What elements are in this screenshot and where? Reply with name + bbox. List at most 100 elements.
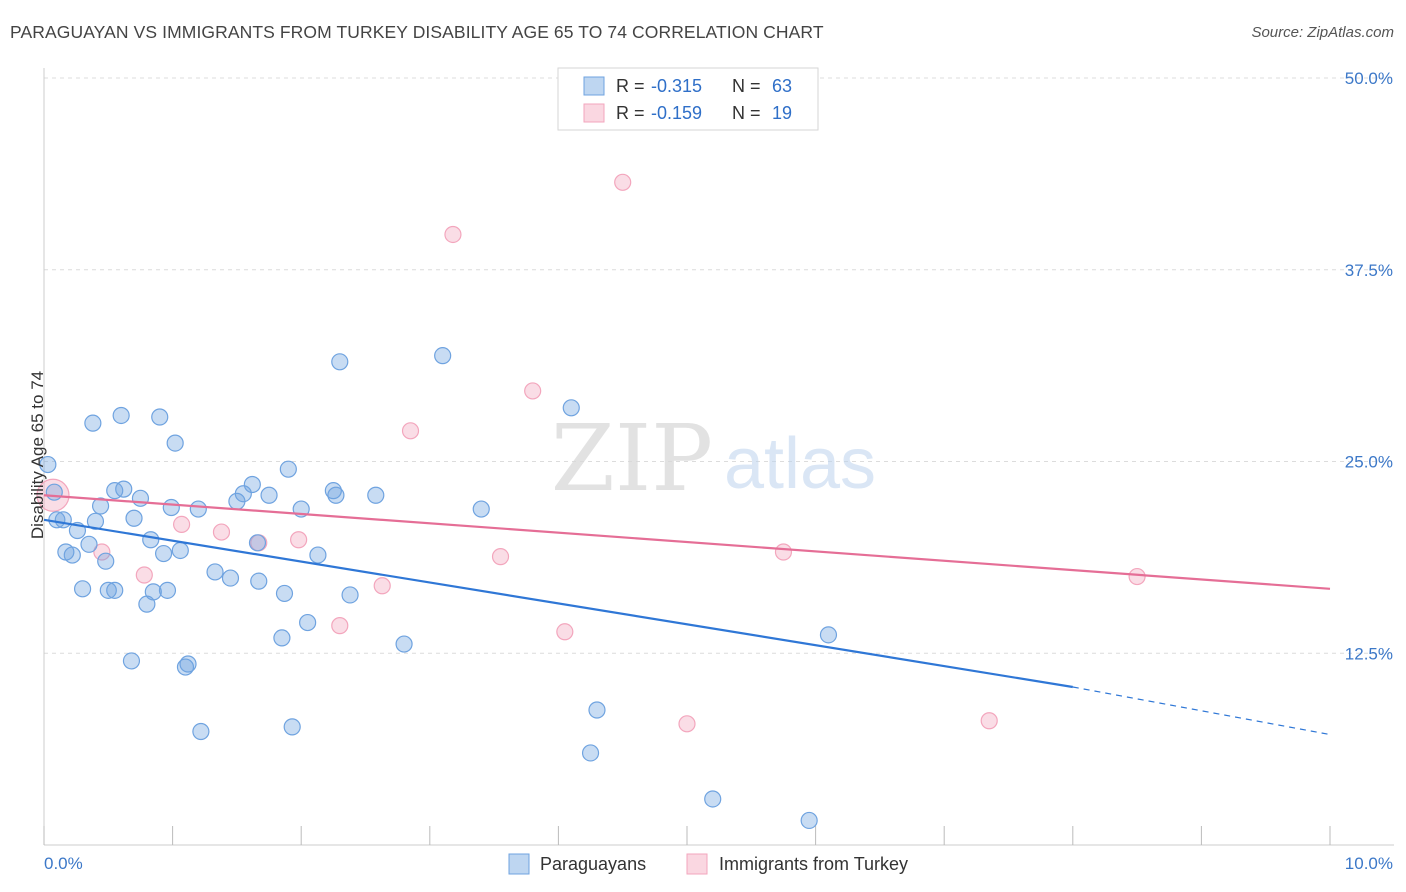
data-point-paraguayan <box>309 546 327 564</box>
legend-swatch <box>583 103 605 123</box>
data-point-paraguayan <box>125 509 143 527</box>
data-point-paraguayan <box>158 581 177 599</box>
data-point-paraguayan <box>144 583 162 601</box>
axes <box>43 68 1394 846</box>
data-point-paraguayan <box>283 718 301 736</box>
legend-n-value: 63 <box>772 76 792 96</box>
data-point-paraguayan <box>112 406 130 425</box>
data-point-paraguayan <box>99 581 117 599</box>
trend-line-paraguayans-extension <box>1072 686 1331 736</box>
data-point-paraguayan <box>63 546 81 564</box>
trend-lines <box>43 494 1331 736</box>
data-point-turkey <box>614 173 632 191</box>
legend-series-name: Immigrants from Turkey <box>719 854 908 874</box>
y-tick-label: 50.0% <box>1345 69 1393 88</box>
trend-line-paraguayans <box>43 518 1073 689</box>
data-point-paraguayan <box>45 483 63 501</box>
series-legend: Paraguayans Immigrants from Turkey <box>508 853 908 875</box>
x-tick-label: 0.0% <box>44 854 83 873</box>
legend-swatch <box>686 853 708 875</box>
y-tick-label: 37.5% <box>1345 261 1393 280</box>
data-point-paraguayan <box>299 613 317 632</box>
data-point-paraguayan <box>122 652 141 670</box>
data-point-paraguayan <box>395 635 413 653</box>
legend-r-value: -0.315 <box>651 76 702 96</box>
data-point-paraguayan <box>588 701 606 719</box>
data-point-paraguayan <box>162 498 180 517</box>
chart-title: PARAGUAYAN VS IMMIGRANTS FROM TURKEY DIS… <box>10 22 824 42</box>
stats-legend-box <box>557 67 819 131</box>
data-point-paraguayan <box>704 790 722 808</box>
legend-n-label: N = <box>732 103 761 123</box>
data-point-paraguayan <box>189 500 207 518</box>
data-point-paraguayan <box>97 552 115 570</box>
data-point-turkey <box>173 515 191 533</box>
data-point-paraguayan <box>248 534 267 552</box>
data-point-paraguayan <box>331 353 349 371</box>
legend-n-label: N = <box>732 76 761 96</box>
legend-swatch <box>583 76 605 96</box>
data-point-paraguayan <box>80 535 98 553</box>
data-point-paraguayan <box>54 511 72 529</box>
legend-swatch <box>508 853 530 875</box>
gridlines <box>44 77 1394 654</box>
data-point-paraguayan <box>324 482 342 500</box>
stats-legend: R = -0.315 N = 63 R = -0.159 N = 19 <box>557 67 819 131</box>
data-point-turkey <box>678 715 696 733</box>
data-point-turkey <box>444 225 462 244</box>
data-point-turkey <box>331 617 349 635</box>
data-point-paraguayan <box>221 569 240 587</box>
data-point-paraguayan <box>234 485 252 503</box>
data-point-paraguayan <box>171 541 189 560</box>
legend-r-label: R = <box>616 76 645 96</box>
source-label: Source: ZipAtlas.com <box>1251 24 1394 41</box>
data-point-turkey <box>93 543 111 561</box>
data-point-turkey <box>980 712 998 730</box>
data-point-paraguayan <box>166 434 184 452</box>
series-paraguayans <box>39 347 838 830</box>
tick-labels: 12.5% 25.0% 37.5% 50.0% 0.0% 10.0% <box>44 69 1393 873</box>
data-point-paraguayan <box>260 486 278 504</box>
data-point-paraguayan <box>250 572 268 590</box>
data-point-turkey <box>212 523 231 541</box>
legend-r-value: -0.159 <box>651 103 702 123</box>
watermark-zip: ZIP <box>551 405 713 512</box>
data-point-paraguayan <box>39 455 57 474</box>
data-point-paraguayan <box>819 626 838 644</box>
data-point-paraguayan <box>243 475 261 494</box>
legend-n-value: 19 <box>772 103 792 123</box>
data-point-paraguayan <box>142 531 160 549</box>
data-point-paraguayan <box>800 811 818 830</box>
data-point-paraguayan <box>84 414 102 432</box>
series-immigrants-from-turkey <box>36 173 1146 733</box>
data-point-turkey <box>491 548 510 566</box>
watermark-atlas: atlas <box>724 424 876 504</box>
data-point-paraguayan <box>341 586 359 604</box>
data-point-paraguayan <box>91 497 110 515</box>
data-point-turkey <box>1128 567 1146 586</box>
y-axis-label: Disability Age 65 to 74 <box>28 370 47 540</box>
data-point-paraguayan <box>154 544 173 563</box>
data-point-paraguayan <box>434 347 452 365</box>
data-point-paraguayan <box>472 500 490 518</box>
data-point-paraguayan <box>279 460 297 478</box>
data-point-turkey <box>290 531 308 549</box>
data-point-paraguayan <box>581 744 600 762</box>
data-point-paraguayan <box>179 655 197 673</box>
trend-line-turkey <box>43 494 1331 590</box>
data-point-paraguayan <box>151 408 169 426</box>
data-point-paraguayan <box>131 489 150 507</box>
data-point-paraguayan <box>562 399 580 417</box>
data-point-turkey <box>401 422 420 440</box>
data-point-paraguayan <box>273 629 291 647</box>
data-point-paraguayan <box>275 584 294 603</box>
data-point-paraguayan <box>367 486 385 504</box>
y-tick-label: 12.5% <box>1345 644 1393 663</box>
data-point-turkey <box>524 382 542 400</box>
x-tick-label: 10.0% <box>1345 854 1393 873</box>
data-point-paraguayan <box>206 563 224 581</box>
data-point-paraguayan <box>106 581 124 599</box>
data-point-paraguayan <box>73 580 92 598</box>
data-point-paraguayan <box>176 658 195 676</box>
